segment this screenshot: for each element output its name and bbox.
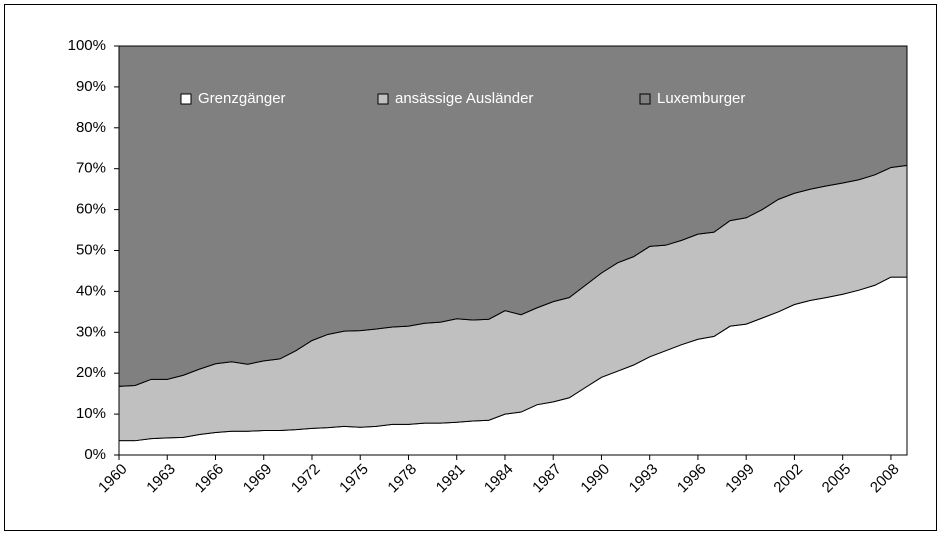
y-tick-label: 20%	[76, 364, 106, 381]
legend-swatch	[377, 93, 389, 105]
y-tick-label: 30%	[76, 323, 106, 340]
y-tick-label: 50%	[76, 241, 106, 258]
y-tick-label: 60%	[76, 201, 106, 218]
legend-label: ansässige Ausländer	[395, 90, 533, 107]
y-tick-label: 70%	[76, 160, 106, 177]
legend-label: Luxemburger	[657, 90, 745, 107]
y-tick-label: 80%	[76, 119, 106, 136]
y-tick-label: 0%	[84, 446, 106, 463]
y-tick-label: 10%	[76, 405, 106, 422]
area	[118, 45, 908, 387]
y-tick-label: 90%	[76, 78, 106, 95]
legend-label: Grenzgänger	[198, 90, 286, 107]
legend-swatch	[180, 93, 192, 105]
legend-swatch	[639, 93, 651, 105]
y-tick-label: 100%	[68, 37, 106, 54]
y-tick-label: 40%	[76, 282, 106, 299]
